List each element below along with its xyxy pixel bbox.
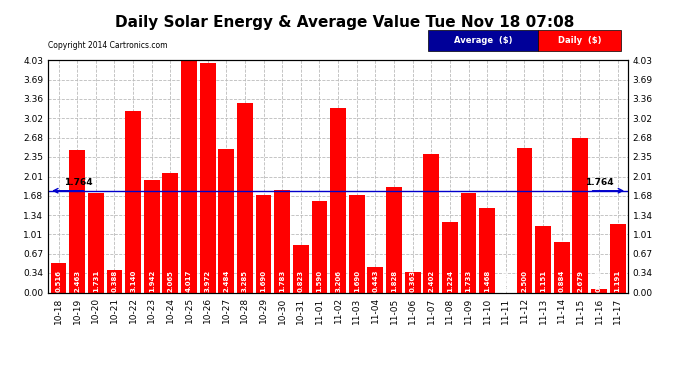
Text: 1.942: 1.942: [149, 270, 155, 292]
Bar: [331, 108, 346, 292]
Text: 1.151: 1.151: [540, 270, 546, 292]
Text: 0.363: 0.363: [410, 270, 415, 292]
Bar: [144, 180, 159, 292]
Text: 3.206: 3.206: [335, 270, 341, 292]
Text: 1.468: 1.468: [484, 270, 490, 292]
Bar: [106, 270, 122, 292]
Text: 0.884: 0.884: [559, 270, 564, 292]
Text: 0.000: 0.000: [503, 270, 509, 292]
Bar: [199, 63, 215, 292]
Text: 4.017: 4.017: [186, 270, 192, 292]
Text: 2.463: 2.463: [75, 270, 80, 292]
Bar: [88, 193, 103, 292]
Text: 1.731: 1.731: [93, 270, 99, 292]
Text: 0.388: 0.388: [112, 270, 117, 292]
Bar: [573, 138, 589, 292]
Bar: [368, 267, 383, 292]
Bar: [162, 173, 178, 292]
Bar: [461, 192, 477, 292]
Text: 1.224: 1.224: [447, 270, 453, 292]
Text: 1.690: 1.690: [354, 270, 359, 292]
Bar: [591, 290, 607, 292]
Bar: [69, 150, 85, 292]
Text: 1.828: 1.828: [391, 270, 397, 292]
Text: 2.500: 2.500: [522, 270, 527, 292]
Text: 0.055: 0.055: [596, 270, 602, 292]
Bar: [255, 195, 271, 292]
Text: 3.972: 3.972: [205, 270, 210, 292]
Bar: [274, 190, 290, 292]
Text: Daily Solar Energy & Average Value Tue Nov 18 07:08: Daily Solar Energy & Average Value Tue N…: [115, 15, 575, 30]
Bar: [405, 272, 421, 292]
Text: 2.065: 2.065: [168, 270, 173, 292]
Bar: [535, 226, 551, 292]
Text: 2.402: 2.402: [428, 270, 434, 292]
Text: Daily  ($): Daily ($): [558, 36, 602, 45]
Bar: [50, 263, 66, 292]
Bar: [218, 149, 234, 292]
Text: Copyright 2014 Cartronics.com: Copyright 2014 Cartronics.com: [48, 41, 168, 50]
Bar: [237, 103, 253, 292]
Bar: [480, 208, 495, 292]
Text: 0.516: 0.516: [56, 270, 61, 292]
Bar: [349, 195, 364, 292]
Text: 1.590: 1.590: [317, 270, 322, 292]
Text: 3.285: 3.285: [242, 270, 248, 292]
Bar: [386, 187, 402, 292]
Text: 1.690: 1.690: [261, 270, 266, 292]
Bar: [424, 154, 440, 292]
Text: 0.443: 0.443: [373, 269, 378, 292]
Text: 2.484: 2.484: [224, 270, 229, 292]
Text: Average  ($): Average ($): [454, 36, 512, 45]
Bar: [442, 222, 458, 292]
Bar: [554, 242, 570, 292]
Text: 1.783: 1.783: [279, 270, 285, 292]
Bar: [517, 148, 533, 292]
Bar: [125, 111, 141, 292]
Text: 1.764: 1.764: [585, 178, 614, 187]
Text: 1.764: 1.764: [64, 178, 92, 187]
Text: 3.140: 3.140: [130, 270, 136, 292]
Bar: [293, 245, 308, 292]
Text: 2.679: 2.679: [578, 270, 583, 292]
Bar: [312, 201, 327, 292]
Text: 1.733: 1.733: [466, 270, 471, 292]
Text: 1.191: 1.191: [615, 270, 620, 292]
Text: 0.823: 0.823: [298, 270, 304, 292]
Bar: [610, 224, 626, 292]
Bar: [181, 61, 197, 292]
